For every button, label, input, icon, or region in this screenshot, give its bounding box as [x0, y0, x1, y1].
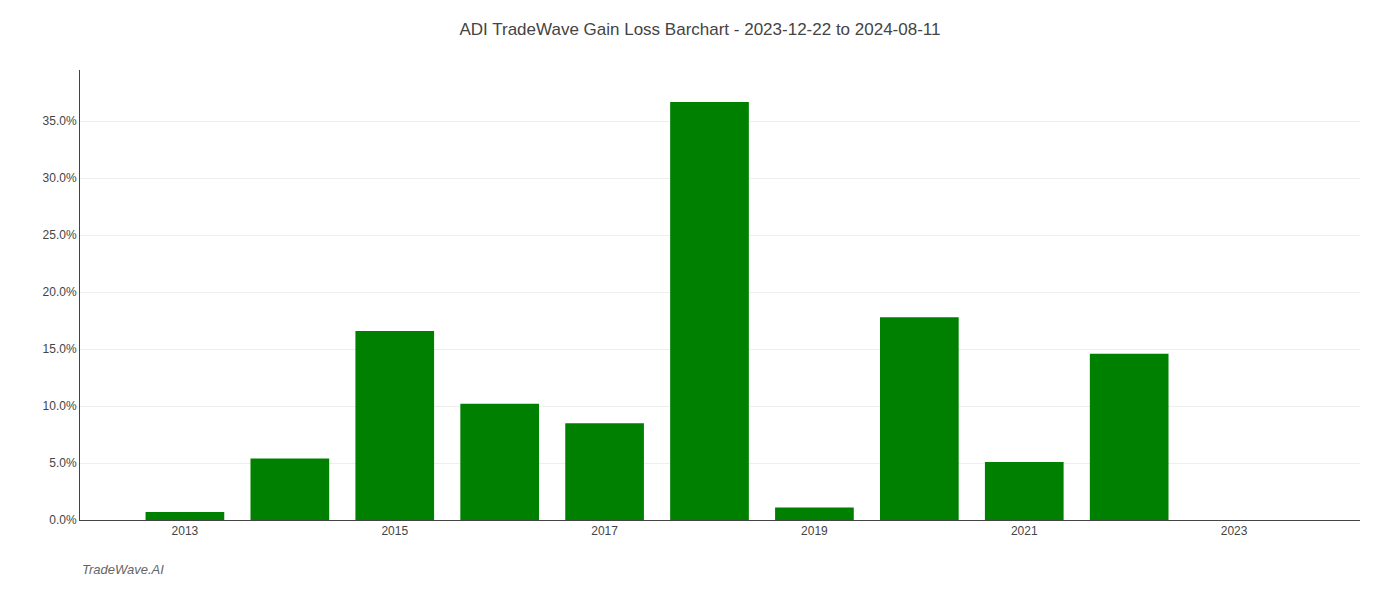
svg-text:2017: 2017: [591, 524, 618, 538]
svg-text:2013: 2013: [172, 524, 199, 538]
svg-text:TradeWave.AI: TradeWave.AI: [82, 562, 164, 577]
svg-text:5.0%: 5.0%: [49, 456, 77, 470]
svg-text:20.0%: 20.0%: [43, 285, 77, 299]
svg-text:0.0%: 0.0%: [49, 513, 77, 527]
svg-text:10.0%: 10.0%: [43, 399, 77, 413]
svg-text:2023: 2023: [1221, 524, 1248, 538]
svg-text:ADI TradeWave Gain Loss Barcha: ADI TradeWave Gain Loss Barchart - 2023-…: [460, 20, 941, 39]
svg-text:2015: 2015: [381, 524, 408, 538]
svg-text:2019: 2019: [801, 524, 828, 538]
svg-text:35.0%: 35.0%: [43, 114, 77, 128]
svg-text:30.0%: 30.0%: [43, 171, 77, 185]
svg-text:25.0%: 25.0%: [43, 228, 77, 242]
svg-text:2021: 2021: [1011, 524, 1038, 538]
svg-text:15.0%: 15.0%: [43, 342, 77, 356]
